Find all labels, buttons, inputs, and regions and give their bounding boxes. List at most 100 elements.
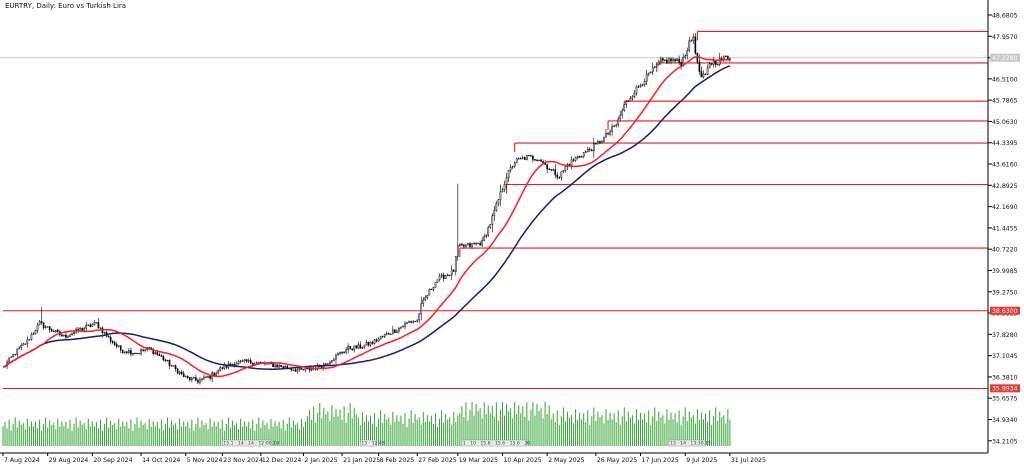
y-tick-label: 46.5100: [992, 76, 1018, 83]
candle-body: [377, 338, 380, 342]
volume-bar: [721, 417, 723, 446]
volume-bar: [725, 423, 727, 446]
candle-body: [284, 366, 287, 368]
candle-body: [121, 349, 124, 353]
volume-bar: [382, 422, 384, 446]
candle-body: [511, 166, 514, 168]
volume-bar: [67, 428, 69, 446]
candle-body: [381, 336, 384, 338]
volume-bar: [629, 417, 631, 446]
candle-body: [617, 118, 620, 126]
volume-bar: [587, 410, 589, 446]
volume-bar: [713, 416, 715, 446]
volume-bar: [144, 423, 146, 446]
volume-bar: [727, 409, 729, 446]
volume-bar: [57, 418, 59, 446]
candle-body: [193, 377, 195, 379]
moving-average-slow-line: [2, 65, 731, 370]
volume-tag-label: 15.1 · 14 · 14 · 12:00.10: [223, 441, 279, 447]
candle-body: [658, 61, 660, 65]
volume-bar: [449, 417, 451, 446]
volume-bar: [550, 419, 552, 446]
volume-bar: [351, 418, 353, 446]
candle-body: [499, 191, 502, 200]
candle-body: [20, 345, 23, 349]
volume-bar: [532, 402, 534, 446]
candle-body: [574, 157, 577, 161]
volume-bar: [615, 422, 617, 446]
volume-bar: [688, 411, 690, 446]
volume-tag-label: 1 · 10 · 15.6 · 15.6 · 15.6 · 20: [463, 441, 530, 447]
candle-body: [465, 244, 467, 247]
candle-body: [607, 133, 609, 135]
candle-body: [497, 199, 500, 204]
volume-bar: [215, 426, 217, 446]
volume-bar: [203, 424, 205, 446]
volume-bar: [148, 418, 150, 446]
volume-bar: [524, 416, 526, 446]
candle-body: [57, 329, 59, 332]
candle-body: [126, 351, 128, 354]
candle-body: [396, 330, 398, 333]
candle-body: [501, 189, 504, 193]
volume-bar: [455, 421, 457, 446]
candle-body: [178, 371, 181, 374]
volume-bar: [266, 423, 268, 446]
volume-bar: [227, 417, 229, 446]
volume-bar: [49, 420, 51, 446]
volume-bar: [353, 407, 355, 446]
candle-body: [469, 243, 471, 247]
volume-bar: [633, 423, 635, 446]
volume-bar: [349, 403, 351, 446]
candle-body: [359, 344, 362, 349]
volume-bar: [605, 409, 607, 446]
candle-body: [593, 143, 595, 152]
candle-body: [24, 343, 27, 345]
volume-bar: [106, 417, 108, 446]
volume-bar: [130, 419, 132, 446]
candle-body: [438, 275, 441, 281]
volume-bar: [357, 417, 359, 446]
moving-averages-layer: [2, 56, 731, 378]
volume-bar: [656, 421, 658, 446]
volume-bar: [514, 402, 516, 446]
candle-body: [568, 163, 571, 166]
candle-body: [365, 342, 368, 346]
candle-body: [664, 59, 666, 61]
candle-body: [582, 152, 585, 157]
volume-bar: [211, 426, 213, 446]
candle-body: [513, 162, 516, 167]
volume-bar: [560, 416, 562, 446]
volume-bar: [333, 416, 335, 446]
volume-bar: [41, 430, 43, 446]
volume-bar: [434, 413, 436, 446]
candle-body: [651, 67, 654, 73]
candle-body: [195, 377, 197, 381]
candle-body: [296, 369, 299, 372]
volume-bar: [495, 402, 497, 446]
volume-bar: [680, 425, 682, 446]
x-tick-label: 23 Nov 2024: [223, 457, 263, 464]
volume-bar: [290, 427, 292, 446]
candle-body: [73, 331, 75, 334]
candle-body: [483, 236, 486, 241]
candle-body: [716, 64, 719, 66]
volume-bar: [126, 421, 128, 446]
volume-bar: [77, 427, 79, 446]
volume-bar: [341, 419, 343, 446]
candle-body: [229, 363, 232, 366]
volume-bar: [329, 420, 331, 446]
volume-bar: [493, 416, 495, 446]
candle-body: [42, 322, 45, 328]
candle-body: [534, 159, 536, 161]
candle-body: [519, 157, 522, 160]
volume-bar: [408, 418, 410, 446]
volume-bar: [589, 425, 591, 446]
volume-bar: [696, 409, 698, 446]
candle-body: [367, 342, 370, 346]
volume-bar: [591, 416, 593, 446]
candle-body: [327, 363, 329, 365]
volume-bar: [14, 417, 16, 446]
volume-bar: [274, 421, 276, 446]
